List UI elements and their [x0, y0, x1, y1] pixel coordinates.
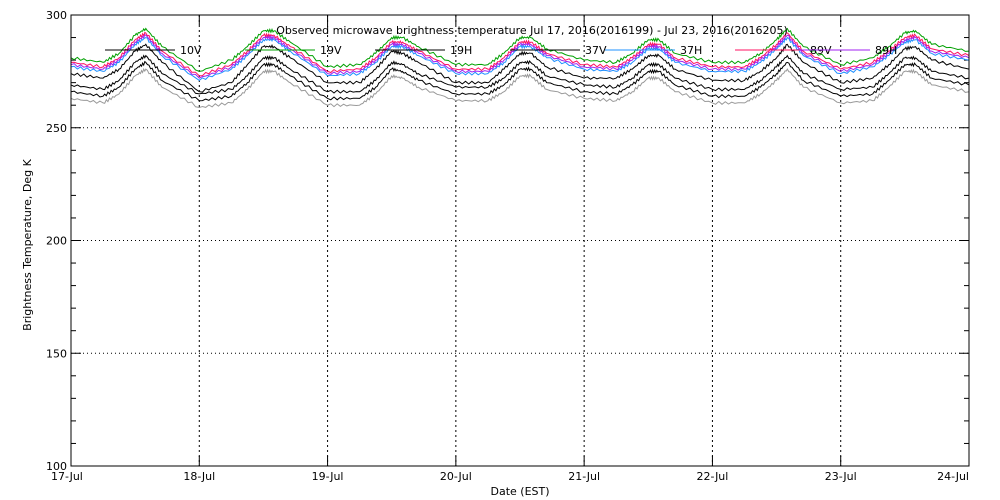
x-tick-label: 21-Jul	[568, 470, 600, 483]
y-tick-labels: 100 150 200 250 300	[46, 9, 67, 473]
chart-title: Observed microwave brightness temperatur…	[276, 24, 788, 37]
legend-label: 37H	[680, 44, 702, 57]
legend-label: 19V	[320, 44, 342, 57]
series-line-37V	[70, 54, 970, 95]
y-tick-label: 100	[46, 460, 67, 473]
x-tick-label: 23-Jul	[825, 470, 857, 483]
legend-label: 89H	[875, 44, 897, 57]
grid	[71, 15, 969, 466]
series-line-10V	[70, 43, 970, 93]
plot-frame	[70, 14, 970, 467]
y-axis-label: Brightness Temperature, Deg K	[21, 158, 34, 330]
y-tick-label: 250	[46, 122, 67, 135]
y-tick-label: 300	[46, 9, 67, 22]
y-tick-label: 200	[46, 235, 67, 248]
y-tick-label: 150	[46, 347, 67, 360]
x-tick-label: 18-Jul	[183, 470, 215, 483]
legend-label: 37V	[585, 44, 607, 57]
series-line-unlabeled	[70, 67, 970, 109]
x-tick-label: 17-Jul	[51, 470, 83, 483]
legend-label: 19H	[450, 44, 472, 57]
series-layer	[70, 27, 970, 109]
x-tick-label: 20-Jul	[440, 470, 472, 483]
series-line-37H	[70, 36, 970, 82]
x-tick-label: 22-Jul	[696, 470, 728, 483]
legend: 10V 19V 19H 37V 37H 89V 89H	[105, 44, 897, 57]
x-tick-label: 24-Jul	[937, 470, 969, 483]
x-tick-label: 19-Jul	[312, 470, 344, 483]
x-axis-label: Date (EST)	[490, 485, 549, 498]
series-line-19H	[70, 60, 970, 102]
series-line-19V	[70, 27, 970, 72]
x-tick-labels: 17-Jul 18-Jul 19-Jul 20-Jul 21-Jul 22-Jul 23-J…	[51, 470, 969, 483]
legend-label: 10V	[180, 44, 202, 57]
series-line-89H	[70, 33, 970, 79]
series-line-89V	[70, 31, 970, 77]
